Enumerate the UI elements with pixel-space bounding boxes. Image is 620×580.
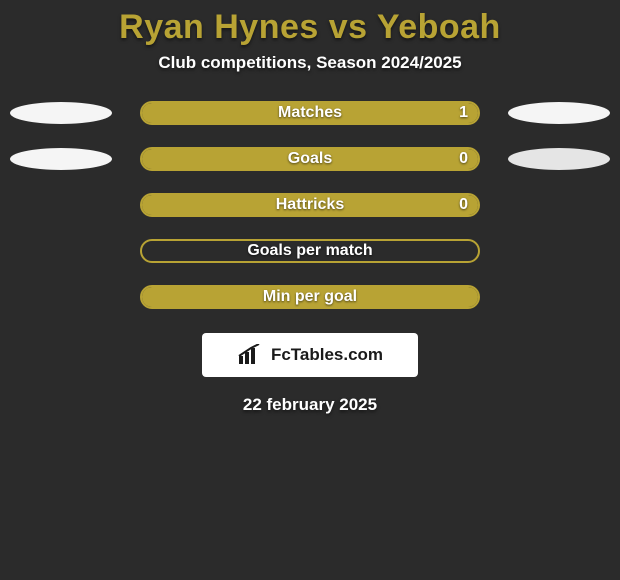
source-logo: FcTables.com [202,333,418,377]
right-ellipse-icon [508,148,610,170]
page-subtitle: Club competitions, Season 2024/2025 [0,53,620,73]
stat-value: 0 [459,149,468,169]
stat-bar: Matches 1 [140,101,480,125]
stat-bar: Goals per match [140,239,480,263]
stat-label: Hattricks [142,195,478,215]
stat-label: Goals [142,149,478,169]
stat-row: Min per goal [0,285,620,309]
right-ellipse-icon [508,102,610,124]
page-title: Ryan Hynes vs Yeboah [0,8,620,47]
stat-row: Goals per match [0,239,620,263]
stat-bar: Hattricks 0 [140,193,480,217]
stat-rows: Matches 1 Goals 0 Hattricks [0,101,620,309]
stat-row: Hattricks 0 [0,193,620,217]
stat-label: Min per goal [142,287,478,307]
stat-row: Matches 1 [0,101,620,125]
stat-row: Goals 0 [0,147,620,171]
source-logo-text: FcTables.com [271,345,383,365]
stat-value: 0 [459,195,468,215]
stat-label: Goals per match [142,241,478,261]
left-ellipse-icon [10,148,112,170]
stat-label: Matches [142,103,478,123]
stat-value: 1 [459,103,468,123]
left-ellipse-icon [10,102,112,124]
stat-bar: Goals 0 [140,147,480,171]
infographic-root: Ryan Hynes vs Yeboah Club competitions, … [0,0,620,580]
bar-chart-icon [237,344,265,366]
report-date: 22 february 2025 [0,395,620,415]
stat-bar: Min per goal [140,285,480,309]
